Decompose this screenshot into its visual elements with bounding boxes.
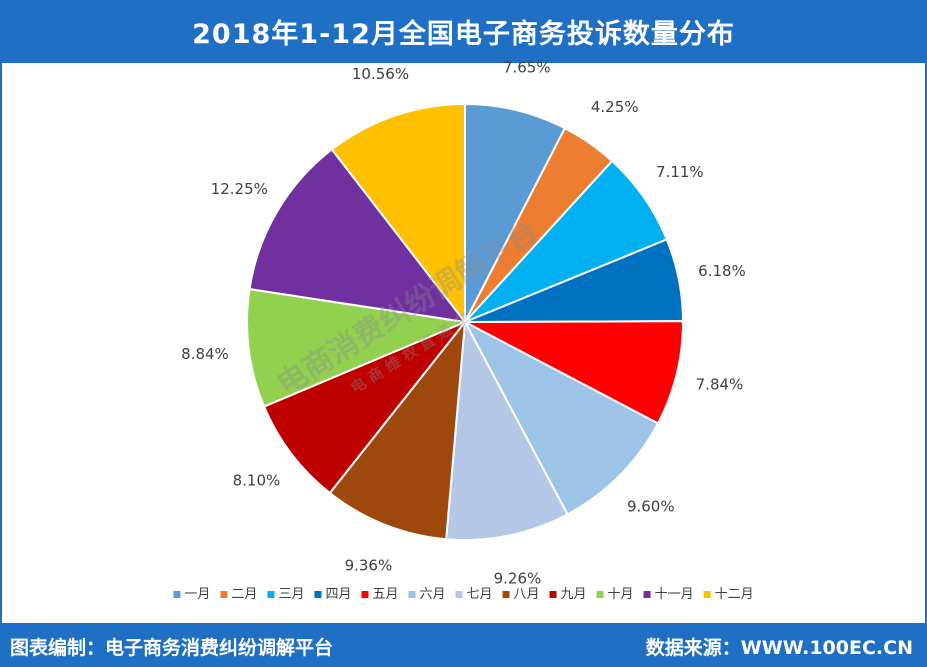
legend-label-6: 六月	[419, 587, 445, 602]
legend-label-8: 八月	[514, 587, 540, 602]
legend-swatch-3	[267, 591, 275, 598]
pie-slice-1	[464, 102, 567, 323]
footer-credit: 图表编制：电子商务消费纠纷调解平台	[10, 637, 334, 659]
slice-label-2: 4.25%	[591, 98, 639, 116]
slice-label-12: 10.56%	[352, 65, 409, 83]
slice-labels: 7.65% 4.25% 7.11% 6.18% 7.84% 9.60% 9.26% 9.36%…	[181, 58, 746, 587]
footer: 图表编制：电子商务消费纠纷调解平台 数据来源：WWW.100EC.CN	[0, 623, 927, 667]
legend-swatch-9	[549, 591, 557, 598]
slice-label-9: 8.10%	[233, 472, 281, 490]
pie-slice-8	[328, 318, 467, 541]
pie-slice-11	[248, 147, 468, 324]
slice-label-11: 12.25%	[211, 180, 268, 198]
legend-swatch-11	[643, 591, 651, 598]
pie-slice-10	[246, 287, 469, 408]
slice-label-5: 7.84%	[696, 375, 744, 393]
slice-label-6: 9.60%	[627, 498, 675, 516]
pie-slice-9	[262, 321, 466, 495]
pie-slice-7	[445, 318, 569, 541]
legend-label-10: 十月	[608, 587, 634, 602]
legend-label-2: 二月	[231, 587, 257, 602]
legend-swatch-6	[408, 591, 416, 598]
pie-slice-12	[330, 102, 466, 325]
pie-slice-6	[462, 319, 660, 516]
legend-label-3: 三月	[278, 587, 304, 602]
legend-label-1: 一月	[184, 587, 210, 602]
legend-label-5: 五月	[372, 587, 398, 602]
footer-source: 数据来源：WWW.100EC.CN	[645, 637, 913, 659]
legend-swatch-7	[455, 591, 463, 598]
chart-title: 2018年1-12月全国电子商务投诉数量分布	[0, 0, 927, 63]
legend-label-9: 九月	[561, 587, 587, 602]
legend-swatch-4	[314, 591, 322, 598]
legend-swatch-5	[361, 591, 369, 598]
slice-label-10: 8.84%	[181, 345, 229, 363]
legend-label-11: 十一月	[655, 587, 694, 602]
slice-label-4: 6.18%	[698, 262, 746, 280]
legend-swatch-8	[502, 591, 510, 598]
legend: 一月 二月 三月 四月 五月 六月 七月 八月 九月 十月 十一月 十二月	[173, 587, 754, 602]
slice-label-3: 7.11%	[656, 163, 704, 181]
legend-label-12: 十二月	[715, 587, 754, 602]
legend-swatch-10	[596, 591, 604, 598]
legend-swatch-2	[220, 591, 228, 598]
legend-swatch-1	[173, 591, 181, 598]
legend-label-7: 七月	[467, 587, 493, 602]
pie-slices	[246, 102, 685, 541]
slice-label-1: 7.65%	[503, 58, 551, 76]
legend-swatch-12	[703, 591, 711, 598]
slice-label-8: 9.36%	[345, 557, 393, 575]
legend-label-4: 四月	[325, 587, 351, 602]
pie-slice-5	[464, 320, 684, 425]
slice-label-7: 9.26%	[494, 570, 542, 588]
